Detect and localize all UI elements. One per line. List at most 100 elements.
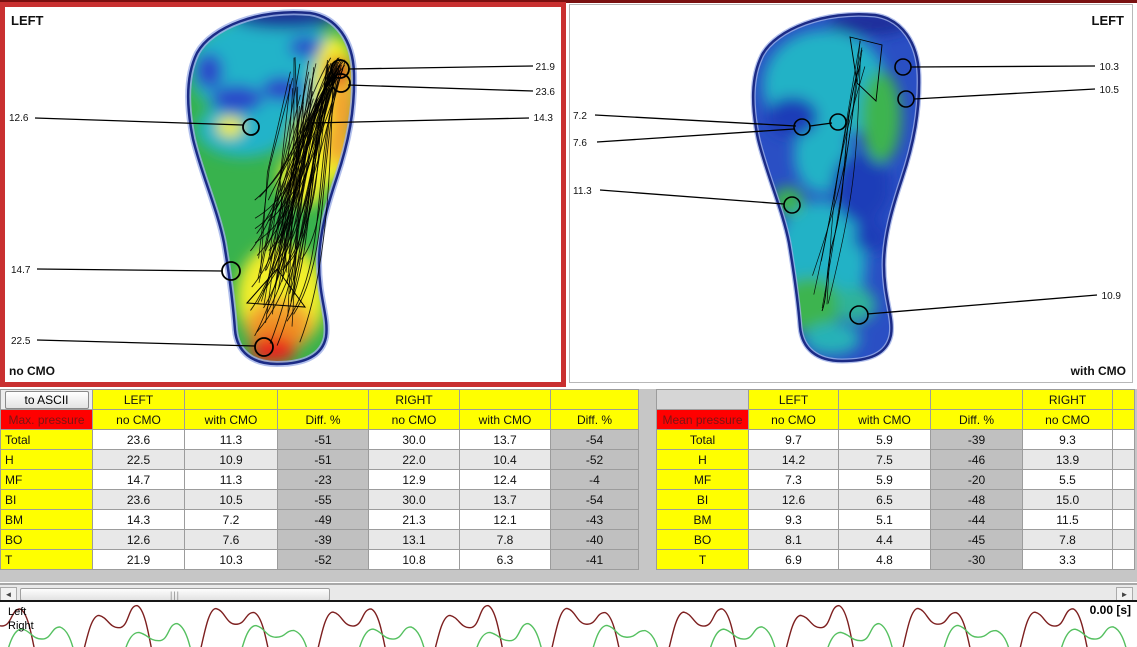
to-ascii-button[interactable]: to ASCII — [4, 390, 89, 409]
clipped-cell — [1112, 469, 1135, 490]
side-group-header: LEFT — [748, 389, 839, 410]
table-row: BO 12.6 7.6 -39 13.1 7.8 -40 — [0, 529, 639, 550]
foot-heatmap-with-cmo: 10.3 10.5 7.2 7.6 11.3 10.9 — [573, 11, 1122, 364]
value-cell: 11.3 — [184, 469, 278, 490]
row-label: H — [0, 449, 93, 470]
panel-side-label: LEFT — [11, 13, 44, 28]
clipped-cell — [1112, 549, 1135, 570]
value-cell: 23.6 — [92, 489, 185, 510]
diff-cell: -30 — [930, 549, 1023, 570]
value-cell: 7.8 — [459, 529, 551, 550]
gait-waveform-chart — [0, 604, 1137, 647]
value-cell: 21.3 — [368, 509, 460, 530]
row-label: BI — [0, 489, 93, 510]
value-cell: 13.9 — [1022, 449, 1113, 470]
value-cell: 10.4 — [459, 449, 551, 470]
table-row: Total 23.6 11.3 -51 30.0 13.7 -54 — [0, 429, 639, 450]
diff-cell: -48 — [930, 489, 1023, 510]
diff-cell: -52 — [550, 449, 639, 470]
value-cell: 23.6 — [92, 429, 185, 450]
foot-pressure-panel-no-cmo[interactable]: LEFT no CMO — [0, 2, 566, 387]
header-cell — [1112, 389, 1135, 410]
clipped-cell — [1112, 429, 1135, 450]
callout-value: 12.6 — [9, 113, 29, 124]
callout-value: 23.6 — [536, 87, 556, 98]
callout-value: 11.3 — [573, 186, 592, 197]
value-cell: 11.5 — [1022, 509, 1113, 530]
value-cell: 30.0 — [368, 489, 460, 510]
table-row: MF 7.3 5.9 -20 5.5 — [656, 469, 1135, 490]
row-label: T — [0, 549, 93, 570]
column-header: with CMO — [184, 409, 278, 430]
clipped-cell — [1112, 509, 1135, 530]
row-label: Total — [0, 429, 93, 450]
column-header: no CMO — [368, 409, 460, 430]
value-cell: 10.3 — [184, 549, 278, 570]
diff-cell: -51 — [277, 449, 369, 470]
table-row: BM 14.3 7.2 -49 21.3 12.1 -43 — [0, 509, 639, 530]
value-cell: 22.0 — [368, 449, 460, 470]
value-cell: 7.8 — [1022, 529, 1113, 550]
legend-left-foot: Left — [8, 606, 27, 618]
value-cell: 5.9 — [838, 469, 931, 490]
mean-pressure-table: LEFT RIGHT Mean pressure no CMO with CMO… — [656, 389, 1135, 570]
value-cell: 13.1 — [368, 529, 460, 550]
row-label: H — [656, 449, 749, 470]
callout-value: 10.9 — [1102, 291, 1122, 302]
side-group-header: RIGHT — [1022, 389, 1113, 410]
condition-label-no-cmo: no CMO — [9, 364, 55, 378]
table-row: BI 23.6 10.5 -55 30.0 13.7 -54 — [0, 489, 639, 510]
value-cell: 9.3 — [1022, 429, 1113, 450]
scrollbar-grip-icon: ||| — [169, 590, 181, 600]
row-label: BM — [656, 509, 749, 530]
diff-cell: -51 — [277, 429, 369, 450]
metric-header: Max. pressure — [0, 409, 93, 430]
header-cell — [277, 389, 369, 410]
header-cell — [550, 389, 639, 410]
value-cell: 7.3 — [748, 469, 839, 490]
diff-cell: -54 — [550, 489, 639, 510]
diff-cell: -55 — [277, 489, 369, 510]
foot-outline — [186, 10, 356, 366]
diff-cell: -20 — [930, 469, 1023, 490]
value-cell: 7.2 — [184, 509, 278, 530]
value-cell: 30.0 — [368, 429, 460, 450]
callout-marker-circles — [783, 58, 915, 325]
legend-right-foot: Right — [8, 620, 34, 632]
table-row: BI 12.6 6.5 -48 15.0 — [656, 489, 1135, 510]
value-cell: 6.3 — [459, 549, 551, 570]
row-label: Total — [656, 429, 749, 450]
header-cell — [1112, 409, 1135, 430]
diff-cell: -52 — [277, 549, 369, 570]
diff-cell: -49 — [277, 509, 369, 530]
metric-header: Mean pressure — [656, 409, 749, 430]
table-corner-cell: to ASCII — [0, 389, 93, 410]
value-cell: 12.6 — [748, 489, 839, 510]
column-header: with CMO — [838, 409, 931, 430]
cop-center-line — [821, 64, 861, 312]
value-cell: 8.1 — [748, 529, 839, 550]
callout-lines — [594, 65, 1098, 315]
column-header: Diff. % — [550, 409, 639, 430]
callout-marker-circles — [221, 59, 351, 357]
header-cell — [459, 389, 551, 410]
cop-trace-lines — [250, 57, 346, 346]
callout-value: 7.6 — [573, 138, 587, 149]
clipped-cell — [1112, 529, 1135, 550]
diff-cell: -39 — [930, 429, 1023, 450]
max-pressure-table: to ASCII LEFT RIGHT Max. pressure no CMO… — [0, 389, 639, 570]
value-cell: 12.9 — [368, 469, 460, 490]
force-time-waveform-panel: Left Right 0.00 [s] — [0, 600, 1137, 647]
foot-pressure-panel-with-cmo[interactable]: LEFT with CMO — [569, 4, 1133, 383]
diff-cell: -54 — [550, 429, 639, 450]
value-cell: 10.8 — [368, 549, 460, 570]
callout-value: 14.3 — [534, 113, 554, 124]
value-cell: 5.9 — [838, 429, 931, 450]
value-cell: 10.5 — [184, 489, 278, 510]
value-cell: 4.4 — [838, 529, 931, 550]
value-cell: 9.3 — [748, 509, 839, 530]
table-row: H 22.5 10.9 -51 22.0 10.4 -52 — [0, 449, 639, 470]
callout-value: 10.3 — [1100, 62, 1120, 73]
value-cell: 3.3 — [1022, 549, 1113, 570]
column-header: no CMO — [92, 409, 185, 430]
